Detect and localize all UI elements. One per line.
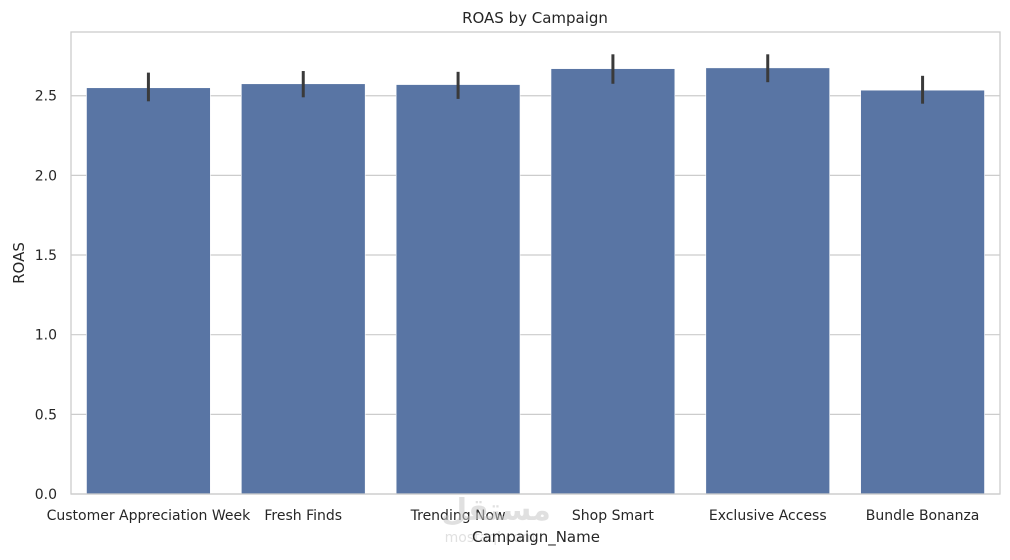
error-bars: [146, 54, 925, 104]
y-tick-label: 0.0: [35, 487, 57, 503]
x-tick-label: Bundle Bonanza: [866, 508, 980, 524]
watermark-logo: مستقل mostaql.com: [441, 493, 551, 546]
y-tick-label: 0.5: [35, 407, 57, 423]
x-tick-label: Customer Appreciation Week: [47, 508, 252, 524]
chart-title: ROAS by Campaign: [462, 9, 608, 27]
y-tick-label: 1.5: [35, 248, 57, 264]
watermark-latin: mostaql.com: [445, 530, 536, 546]
bar: [241, 83, 366, 495]
x-tick-label: Trending Now: [410, 508, 506, 524]
bar: [705, 67, 830, 495]
bar: [860, 89, 985, 495]
x-axis-label: Campaign_Name: [472, 528, 600, 547]
bar: [395, 84, 521, 495]
y-tick-label: 1.0: [35, 328, 57, 344]
y-tick-label: 2.5: [35, 89, 57, 105]
y-tick-labels: 0.0 0.5 1.0 1.5 2.0 2.5: [35, 89, 57, 503]
bar: [86, 87, 211, 495]
x-tick-label: Exclusive Access: [709, 508, 827, 524]
x-tick-label: Fresh Finds: [264, 508, 342, 524]
plot-frame: [70, 31, 1001, 495]
x-tick-label: Shop Smart: [572, 508, 655, 524]
x-tick-labels: Customer Appreciation Week Fresh Finds Tre…: [47, 508, 980, 524]
y-tick-label: 2.0: [35, 168, 57, 184]
bars: [86, 67, 985, 495]
watermark-arabic: مستقل: [441, 493, 551, 528]
bar: [550, 68, 676, 495]
y-axis-label: ROAS: [10, 242, 28, 284]
